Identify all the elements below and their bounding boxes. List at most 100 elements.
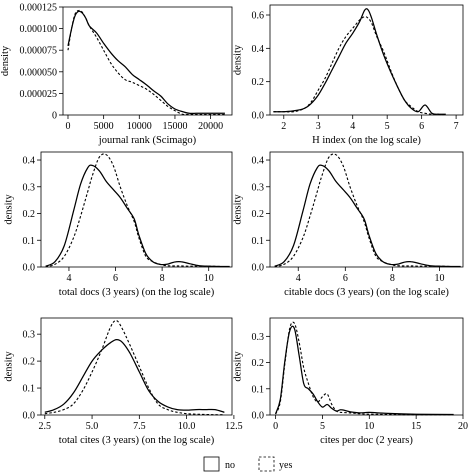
x-axis-title: total cites (3 years) (on the log scale) — [59, 435, 215, 446]
x-axis-title: H index (on the log scale) — [312, 135, 421, 146]
x-tick-label: 15000 — [162, 121, 187, 132]
panel-frame — [269, 317, 464, 416]
density-curve-no — [45, 164, 230, 268]
y-tick-label: 0.0 — [252, 111, 265, 122]
y-axis-title: density — [3, 194, 14, 225]
y-axis-title: density — [232, 194, 243, 225]
x-tick-label: 6 — [419, 121, 424, 132]
legend-label-no: no — [225, 460, 235, 471]
legend-key-no — [203, 456, 220, 472]
y-tick-label: 0.0 — [23, 411, 36, 422]
density-panel: 0 5000 10000 15000 20000 0 0.000025 0.000050 0.0… — [0, 3, 233, 146]
density-curve-no — [44, 338, 225, 413]
x-tick-label: 6 — [343, 273, 348, 284]
x-tick-label: 6 — [113, 273, 118, 284]
y-tick-label: 0.000025 — [20, 89, 58, 100]
x-tick-label: 2.5 — [39, 421, 52, 432]
y-tick-label: 0.3 — [23, 182, 36, 193]
y-tick-label: 0.0 — [23, 263, 36, 274]
x-tick-label: 4 — [296, 273, 301, 284]
y-tick-label: 0.0 — [252, 263, 265, 274]
y-tick-label: 0.2 — [23, 357, 36, 368]
x-tick-label: 7.5 — [133, 421, 146, 432]
y-tick-label: 0.000100 — [20, 24, 58, 35]
x-tick-label: 10000 — [127, 121, 152, 132]
x-tick-label: 0 — [65, 121, 70, 132]
x-tick-label: 20000 — [198, 121, 223, 132]
y-tick-label: 0.4 — [23, 156, 36, 167]
panel-grid: 0 5000 10000 15000 20000 0 0.000025 0.000050 0.0… — [0, 3, 468, 447]
density-curve-yes — [275, 321, 454, 416]
y-tick-label: 0.1 — [252, 384, 265, 395]
y-tick-label: 0.4 — [252, 44, 265, 55]
x-tick-label: 7 — [454, 121, 459, 132]
density-curve-no — [273, 8, 446, 115]
y-tick-label: 0.1 — [252, 236, 265, 247]
legend-label-yes: yes — [279, 460, 292, 471]
x-tick-label: 10.0 — [178, 421, 196, 432]
density-panel: 4 6 8 10 0.0 0.1 0.2 0.3 0.4 total docs (3 years)… — [3, 151, 233, 298]
x-tick-label: 2 — [281, 121, 286, 132]
y-tick-label: 0.3 — [252, 332, 265, 343]
y-tick-label: 0.1 — [23, 236, 36, 247]
density-curve-yes — [67, 9, 225, 116]
x-tick-label: 0 — [273, 421, 278, 432]
y-tick-label: 0.2 — [252, 77, 265, 88]
density-panel: 2.5 5.0 7.5 10.0 12.5 0.0 0.1 0.2 0.3 total cites… — [3, 317, 243, 446]
y-tick-label: 0.2 — [252, 209, 265, 220]
x-tick-label: 12.5 — [225, 421, 243, 432]
y-tick-label: 0.0 — [252, 411, 265, 422]
y-tick-label: 0.000075 — [20, 46, 58, 57]
density-curve-yes — [44, 320, 225, 416]
density-curve-yes — [45, 153, 230, 268]
x-tick-label: 5 — [320, 421, 325, 432]
x-tick-label: 5000 — [94, 121, 114, 132]
x-tick-label: 5 — [385, 121, 390, 132]
legend-key-yes — [258, 456, 275, 472]
x-tick-label: 5.0 — [86, 421, 99, 432]
x-axis-title: citable docs (3 years) (on the log scale… — [284, 287, 449, 298]
y-tick-label: 0.3 — [252, 182, 265, 193]
y-tick-label: 0 — [52, 111, 57, 122]
x-tick-label: 10 — [204, 273, 214, 284]
legend: no yes — [203, 456, 292, 472]
y-tick-label: 0.2 — [23, 209, 36, 220]
y-axis-title: density — [3, 351, 14, 382]
x-axis-title: cites per doc (2 years) — [320, 435, 413, 446]
x-tick-label: 15 — [411, 421, 421, 432]
density-curve-no — [67, 10, 225, 115]
density-curve-no — [274, 164, 461, 268]
x-tick-label: 4 — [66, 273, 71, 284]
x-tick-label: 8 — [390, 273, 395, 284]
density-panel: 4 6 8 10 0.0 0.1 0.2 0.3 0.4 citable docs (3 year… — [232, 151, 464, 298]
x-tick-label: 10 — [364, 421, 374, 432]
y-tick-label: 0.2 — [252, 358, 265, 369]
y-tick-label: 0.000125 — [20, 3, 58, 14]
density-curve-no — [275, 325, 454, 416]
density-curve-yes — [274, 153, 461, 268]
x-axis-title: total docs (3 years) (on the log scale) — [59, 287, 215, 298]
y-tick-label: 0.3 — [23, 330, 36, 341]
x-tick-label: 20 — [458, 421, 468, 432]
panel-frame — [269, 4, 464, 116]
panel-frame — [62, 6, 233, 116]
panel-frame — [40, 151, 233, 268]
x-axis-title: journal rank (Scimago) — [98, 135, 197, 146]
y-axis-title: density — [232, 44, 243, 75]
x-tick-label: 10 — [434, 273, 444, 284]
x-tick-label: 8 — [160, 273, 165, 284]
y-tick-label: 0.1 — [23, 384, 36, 395]
y-axis-title: density — [0, 45, 11, 76]
x-tick-label: 3 — [316, 121, 321, 132]
panel-frame — [40, 317, 233, 416]
density-panel: 0 5 10 15 20 0.0 0.1 0.2 0.3 cites per doc (2 yea… — [232, 317, 468, 446]
y-tick-label: 0.000050 — [20, 67, 58, 78]
density-panel: 2 3 4 5 6 7 0.0 0.2 0.4 0.6 H index (on the log sc… — [232, 4, 464, 146]
y-tick-label: 0.6 — [252, 11, 265, 22]
density-curve-yes — [273, 16, 446, 116]
x-tick-label: 4 — [350, 121, 355, 132]
panel-frame — [269, 151, 464, 268]
y-axis-title: density — [232, 351, 243, 382]
y-tick-label: 0.4 — [252, 156, 265, 167]
